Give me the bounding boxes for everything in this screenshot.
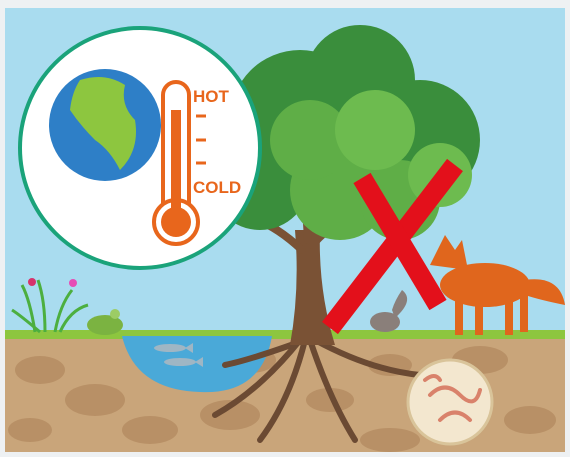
frog-eye: [110, 309, 120, 319]
hot-label: HOT: [193, 87, 230, 106]
mercury: [171, 110, 181, 220]
flower: [28, 278, 36, 286]
illustration: HOT COLD: [0, 0, 570, 457]
soil-circle: [408, 360, 492, 444]
mercury-bulb: [161, 207, 191, 237]
cold-label: COLD: [193, 178, 241, 197]
flower: [69, 279, 77, 287]
